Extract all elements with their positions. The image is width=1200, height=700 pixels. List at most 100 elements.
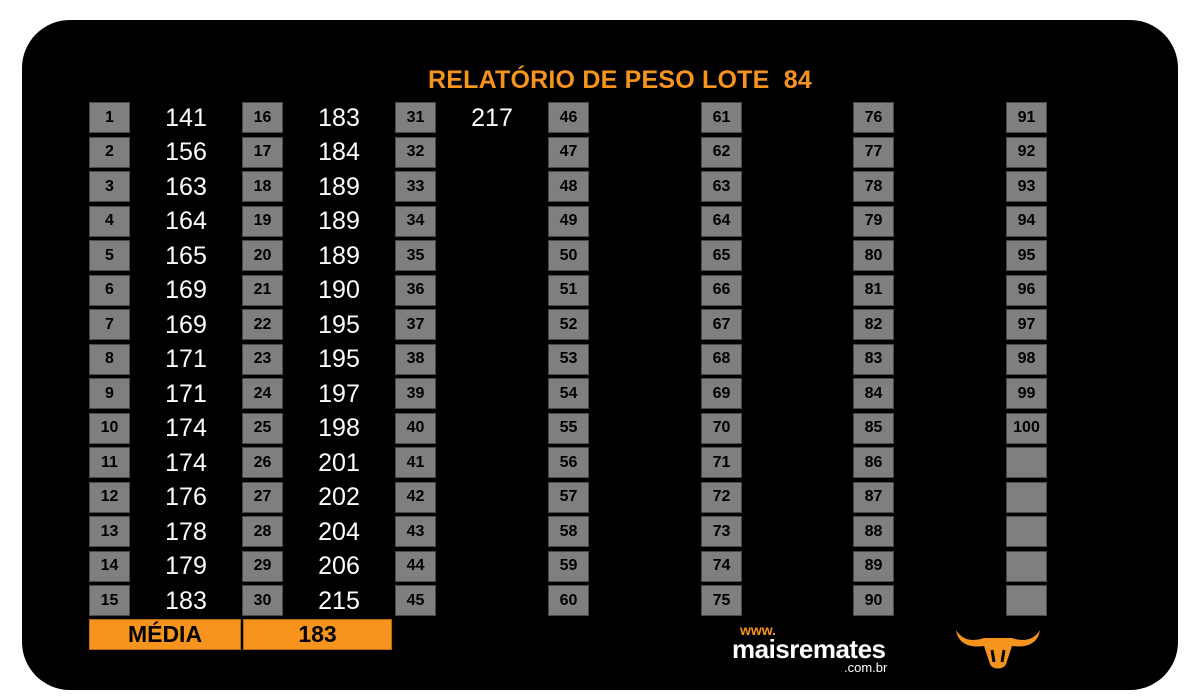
animal-number: 79 <box>853 205 894 237</box>
animal-number: 87 <box>853 481 894 513</box>
animal-number: 71 <box>701 447 742 478</box>
animal-number: 91 <box>1006 102 1047 133</box>
animal-number: 31 <box>395 102 436 133</box>
grid-row: 52 <box>548 308 698 342</box>
animal-number: 61 <box>701 102 742 133</box>
grid-row: 87 <box>853 481 1003 515</box>
animal-weight <box>439 515 545 549</box>
animal-number: 75 <box>701 585 742 616</box>
grid-row <box>1006 481 1156 515</box>
animal-weight <box>745 274 851 308</box>
logo-suffix: .com.br <box>844 660 888 675</box>
animal-number: 6 <box>89 274 130 306</box>
animal-number: 96 <box>1006 274 1047 306</box>
animal-number: 15 <box>89 585 130 616</box>
grid-row: 99 <box>1006 377 1156 411</box>
animal-weight <box>745 205 851 239</box>
animal-number: 86 <box>853 447 894 478</box>
grid-row: 13 178 <box>89 515 239 549</box>
animal-weight <box>592 136 698 170</box>
animal-number: 99 <box>1006 378 1047 409</box>
grid-row: 29 206 <box>242 550 392 584</box>
grid-row: 58 <box>548 515 698 549</box>
animal-number: 34 <box>395 205 436 237</box>
animal-number: 92 <box>1006 136 1047 168</box>
animal-number: 76 <box>853 102 894 133</box>
animal-weight <box>745 481 851 515</box>
grid-row: 70 <box>701 412 851 446</box>
animal-weight <box>592 515 698 549</box>
animal-number <box>1006 550 1047 582</box>
grid-row: 71 <box>701 446 851 480</box>
animal-weight <box>1050 481 1156 515</box>
grid-row: 89 <box>853 550 1003 584</box>
grid-row: 47 <box>548 136 698 170</box>
animal-weight: 189 <box>318 207 360 235</box>
animal-weight <box>897 170 1003 204</box>
grid-row: 3 163 <box>89 170 239 204</box>
grid-row: 84 <box>853 377 1003 411</box>
grid-row: 78 <box>853 170 1003 204</box>
grid-row: 88 <box>853 515 1003 549</box>
grid-row: 72 <box>701 481 851 515</box>
animal-weight <box>1050 584 1156 618</box>
grid-row <box>1006 446 1156 480</box>
animal-weight: 201 <box>318 448 360 477</box>
animal-weight: 190 <box>318 276 360 304</box>
grid-row: 96 <box>1006 274 1156 308</box>
animal-number: 58 <box>548 516 589 547</box>
grid-row: 90 <box>853 584 1003 618</box>
animal-number: 10 <box>89 412 130 444</box>
grid-row: 37 <box>395 308 545 342</box>
animal-number: 80 <box>853 240 894 271</box>
logo-www: www. <box>740 622 777 638</box>
animal-number: 95 <box>1006 240 1047 271</box>
animal-number <box>1006 447 1047 478</box>
animal-weight <box>745 515 851 549</box>
animal-weight <box>1050 446 1156 480</box>
grid-row: 32 <box>395 136 545 170</box>
grid-row: 49 <box>548 205 698 239</box>
grid-row: 55 <box>548 412 698 446</box>
animal-number: 55 <box>548 412 589 444</box>
grid-row: 59 <box>548 550 698 584</box>
animal-number: 48 <box>548 171 589 202</box>
grid-row: 77 <box>853 136 1003 170</box>
grid-row: 16 183 <box>242 101 392 135</box>
animal-weight <box>592 239 698 273</box>
animal-number: 45 <box>395 585 436 616</box>
animal-weight <box>1050 205 1156 239</box>
animal-weight <box>439 136 545 170</box>
maisremates-logo: www. maisremates .com.br <box>728 622 928 675</box>
animal-number: 65 <box>701 240 742 271</box>
animal-number: 37 <box>395 309 436 340</box>
grid-row: 51 <box>548 274 698 308</box>
animal-weight <box>1050 170 1156 204</box>
grid-row: 73 <box>701 515 851 549</box>
animal-number: 69 <box>701 378 742 409</box>
animal-number: 22 <box>242 309 283 340</box>
animal-weight <box>745 584 851 618</box>
grid-row: 56 <box>548 446 698 480</box>
animal-number: 89 <box>853 550 894 582</box>
grid-row: 79 <box>853 205 1003 239</box>
grid-row: 24 197 <box>242 377 392 411</box>
animal-number: 18 <box>242 171 283 202</box>
report-board <box>22 20 1178 690</box>
grid-row: 14 179 <box>89 550 239 584</box>
animal-number: 49 <box>548 205 589 237</box>
animal-number: 74 <box>701 550 742 582</box>
animal-weight <box>745 136 851 170</box>
animal-number: 51 <box>548 274 589 306</box>
grid-row: 22 195 <box>242 308 392 342</box>
grid-row: 26 201 <box>242 446 392 480</box>
animal-number: 67 <box>701 309 742 340</box>
animal-weight: 174 <box>165 414 207 442</box>
grid-row: 35 <box>395 239 545 273</box>
grid-row: 17 184 <box>242 136 392 170</box>
grid-row: 41 <box>395 446 545 480</box>
animal-weight <box>592 446 698 480</box>
grid-row: 65 <box>701 239 851 273</box>
animal-number: 78 <box>853 171 894 202</box>
animal-weight <box>1050 550 1156 584</box>
